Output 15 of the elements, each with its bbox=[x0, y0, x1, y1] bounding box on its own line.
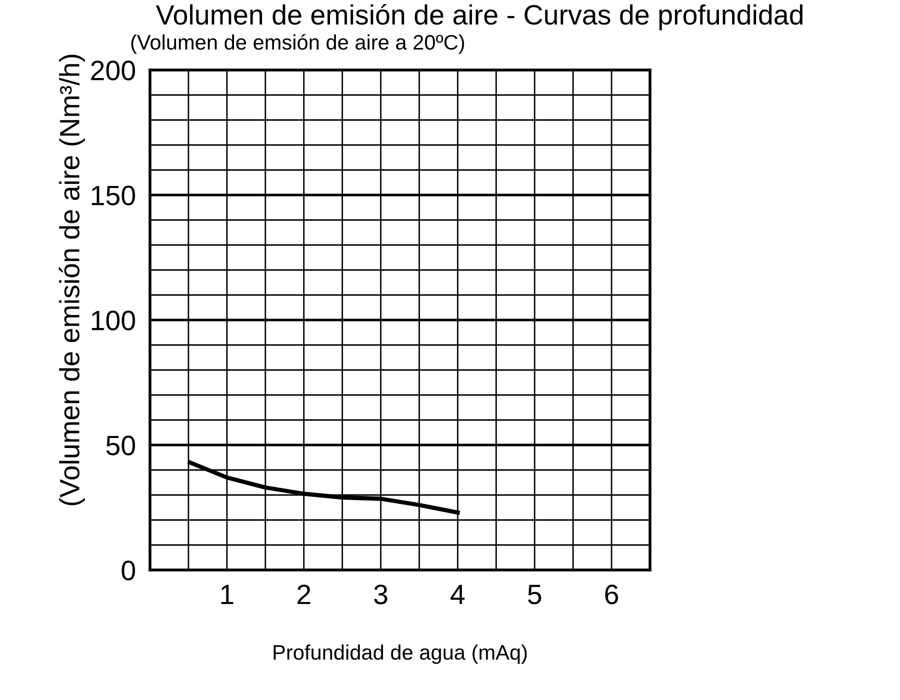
chart-subtitle: (Volumen de emsión de aire a 20ºC) bbox=[131, 34, 464, 54]
chart-title: Volumen de emisión de aire - Curvas de profundidad bbox=[156, 4, 803, 30]
y-tick-label: 0 bbox=[122, 560, 136, 580]
x-tick-label: 4 bbox=[450, 584, 465, 604]
x-tick-label: 2 bbox=[298, 584, 310, 604]
y-tick-label: 150 bbox=[92, 186, 136, 206]
y-axis-title: (Volumen de emisión de aire (Nm³/h) bbox=[58, 54, 85, 506]
y-tick-label: 200 bbox=[91, 60, 136, 80]
x-tick-label: 6 bbox=[605, 584, 618, 604]
x-tick-label: 1 bbox=[221, 584, 234, 604]
x-tick-label: 3 bbox=[374, 584, 388, 604]
y-tick-label: 100 bbox=[92, 310, 136, 330]
y-tick-label: 50 bbox=[106, 436, 136, 456]
x-tick-label: 5 bbox=[528, 584, 542, 604]
x-axis-title: Profundidad de agua (mAq) bbox=[274, 644, 527, 664]
